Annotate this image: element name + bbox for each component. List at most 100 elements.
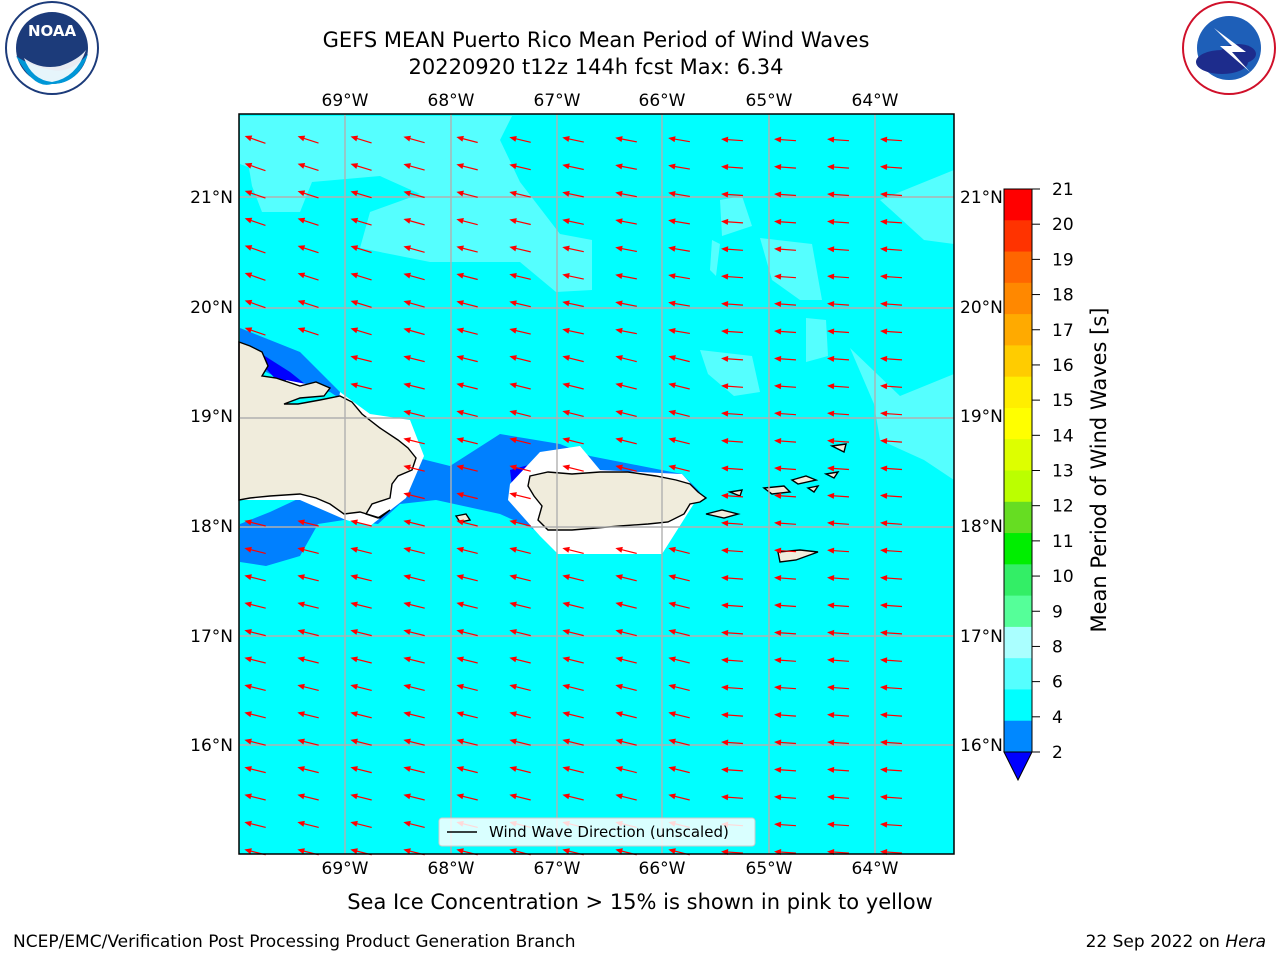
wind-arrow [244, 162, 266, 172]
wind-arrow [721, 794, 744, 801]
wind-arrow [403, 601, 425, 609]
wind-arrow [880, 629, 903, 636]
wind-arrow [721, 602, 744, 609]
wind-arrow [456, 190, 478, 198]
colorbar-segment [1004, 282, 1032, 315]
wind-arrow [721, 383, 744, 390]
wind-arrow [562, 355, 584, 363]
colorbar-segment [1004, 345, 1032, 378]
colorbar-tick-label: 8 [1052, 637, 1063, 657]
wind-arrow [297, 601, 319, 609]
wind-arrow [456, 519, 478, 527]
wind-arrow [244, 546, 266, 555]
wind-arrow [774, 301, 797, 308]
wind-arrow [350, 355, 372, 363]
axis-labels: 69°W 68°W 67°W 66°W 65°W 64°W 69°W 68°W … [190, 91, 1003, 879]
wind-arrow [403, 355, 425, 363]
wind-arrow [350, 217, 372, 226]
wind-arrow [880, 684, 903, 691]
wind-arrow [403, 135, 425, 144]
wind-arrow [509, 766, 531, 774]
wind-arrow [350, 163, 372, 171]
wind-arrow [615, 382, 637, 390]
colorbar: 21 20 19 18 17 16 15 14 13 12 11 10 9 8 6 4 2 Mean Perio… [1003, 180, 1111, 782]
wind-arrow [880, 739, 903, 746]
wind-arrow [562, 190, 584, 198]
lon-label-top: 67°W [534, 91, 581, 111]
wind-arrow [721, 575, 744, 582]
wind-arrow [456, 135, 478, 144]
wind-arrow [509, 272, 531, 280]
wind-arrow [297, 656, 319, 664]
wind-arrow [774, 328, 797, 335]
wind-arrow [509, 574, 531, 582]
wind-arrow [403, 519, 425, 527]
wind-arrow [509, 656, 531, 664]
wind-arrow [721, 712, 744, 719]
arrow-legend: Wind Wave Direction (unscaled) [438, 817, 756, 847]
wind-arrow [509, 464, 531, 472]
wind-arrow [615, 245, 637, 253]
wind-arrow [880, 547, 903, 554]
wind-arrow [721, 657, 744, 664]
wind-arrow [721, 629, 744, 636]
lon-label-bottom: 68°W [428, 859, 475, 879]
wind-arrow [562, 218, 584, 225]
wind-arrow [615, 793, 637, 801]
wind-arrow [456, 629, 478, 637]
wind-arrow [297, 300, 319, 309]
wind-arrow [721, 739, 744, 746]
wind-arrow [774, 629, 797, 636]
wind-arrow [774, 136, 797, 143]
wind-arrow [721, 328, 744, 335]
wind-arrow [350, 793, 372, 801]
wind-arrow [827, 164, 850, 171]
map-plot: Wind Wave Direction (unscaled) [238, 113, 955, 856]
wind-arrow [456, 355, 478, 363]
wind-arrow [562, 464, 584, 472]
colorbar-segment [1004, 658, 1032, 690]
lat-label-left: 18°N [190, 517, 233, 537]
wind-arrow [297, 711, 319, 719]
noaa-logo: NOAA [5, 1, 99, 95]
wind-arrow [668, 245, 690, 252]
wind-arrow [403, 163, 425, 171]
wind-arrow [615, 190, 637, 198]
wind-arrow [456, 683, 478, 692]
wind-arrow [403, 574, 425, 582]
wind-arrow [827, 821, 850, 828]
footer-credit: NCEP/EMC/Verification Post Processing Pr… [13, 932, 576, 952]
wind-arrow [350, 656, 372, 664]
wind-arrow [880, 766, 903, 773]
wind-arrow [668, 300, 690, 307]
wind-arrow [562, 245, 584, 253]
colorbar-segment [1004, 533, 1032, 565]
wind-arrow [456, 793, 478, 801]
lat-label-right: 20°N [960, 298, 1003, 318]
lon-label-bottom: 69°W [322, 859, 369, 879]
wind-arrow [456, 245, 478, 253]
wind-arrow [615, 546, 637, 555]
wind-arrow [403, 546, 425, 555]
colorbar-tick-label: 11 [1052, 532, 1074, 552]
wind-arrow [615, 574, 637, 582]
wind-arrow [827, 191, 850, 198]
wind-wave-direction-arrows [244, 135, 903, 856]
wind-arrow [297, 217, 319, 226]
colorbar-segment [1004, 501, 1032, 534]
wind-arrow [880, 136, 903, 143]
colorbar-tick-label: 18 [1052, 286, 1074, 306]
wind-arrow [721, 355, 744, 362]
wind-arrow [615, 601, 637, 609]
colorbar-tick-label: 15 [1052, 391, 1074, 411]
wind-arrow [509, 492, 531, 500]
wind-arrow [615, 163, 637, 170]
wind-arrow [721, 438, 744, 445]
wind-arrow [615, 300, 637, 307]
lon-label-bottom: 67°W [534, 859, 581, 879]
wind-arrow [827, 438, 850, 445]
wind-arrow [244, 738, 266, 746]
wind-arrow [350, 601, 372, 609]
wind-arrow [562, 437, 584, 445]
